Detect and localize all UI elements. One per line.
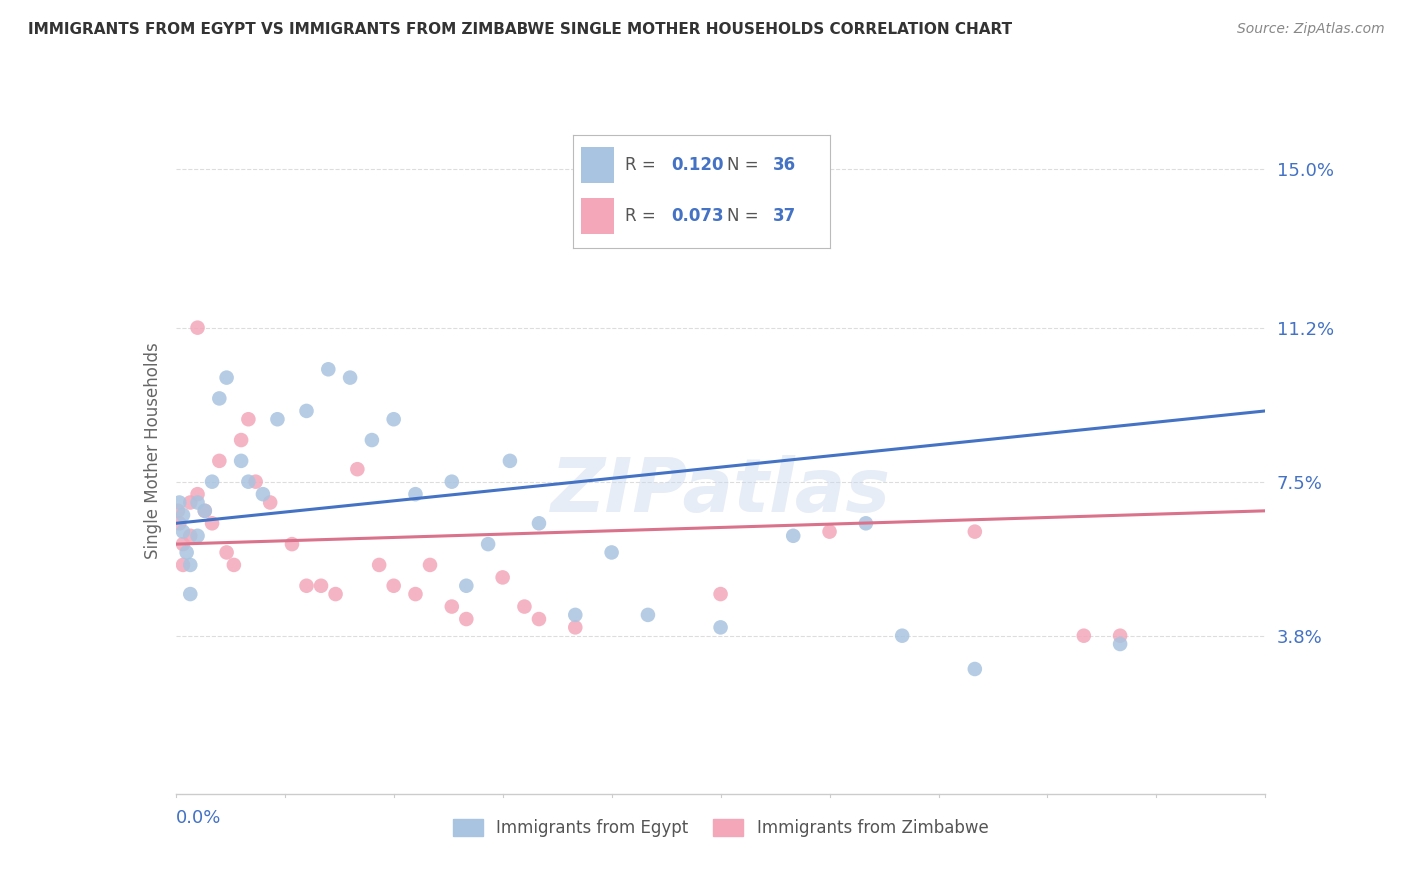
Point — [818, 524, 841, 539]
Point — [382, 412, 405, 426]
Point — [179, 587, 201, 601]
Point — [172, 537, 194, 551]
Point — [222, 558, 245, 572]
Point — [281, 537, 304, 551]
Point — [172, 508, 194, 522]
Point — [782, 529, 804, 543]
Point — [963, 662, 986, 676]
Text: IMMIGRANTS FROM EGYPT VS IMMIGRANTS FROM ZIMBABWE SINGLE MOTHER HOUSEHOLDS CORRE: IMMIGRANTS FROM EGYPT VS IMMIGRANTS FROM… — [28, 22, 1012, 37]
Point — [477, 537, 499, 551]
Point — [186, 487, 209, 501]
Point — [564, 620, 586, 634]
Y-axis label: Single Mother Households: Single Mother Households — [143, 343, 162, 558]
Point — [855, 516, 877, 531]
Point — [238, 412, 260, 426]
Point — [499, 454, 522, 468]
Point — [405, 587, 427, 601]
Point — [172, 524, 194, 539]
Point — [1073, 629, 1095, 643]
Point — [339, 370, 361, 384]
Point — [208, 454, 231, 468]
Point — [215, 545, 238, 559]
Point — [564, 607, 586, 622]
Point — [167, 504, 190, 518]
Point — [252, 487, 274, 501]
Point — [259, 495, 281, 509]
Point — [194, 504, 217, 518]
Point — [405, 487, 427, 501]
Point — [440, 475, 463, 489]
Point — [1109, 629, 1132, 643]
Point — [710, 587, 733, 601]
Point — [963, 524, 986, 539]
Point — [318, 362, 340, 376]
Point — [186, 495, 209, 509]
Point — [309, 579, 332, 593]
Point — [186, 529, 209, 543]
Point — [492, 570, 515, 584]
Point — [513, 599, 536, 614]
Point — [179, 529, 201, 543]
Point — [440, 599, 463, 614]
Point — [295, 579, 318, 593]
Point — [527, 612, 550, 626]
Point — [419, 558, 441, 572]
Point — [368, 558, 391, 572]
Point — [456, 579, 478, 593]
Point — [201, 475, 224, 489]
Point — [1109, 637, 1132, 651]
Text: Source: ZipAtlas.com: Source: ZipAtlas.com — [1237, 22, 1385, 37]
Legend: Immigrants from Egypt, Immigrants from Zimbabwe: Immigrants from Egypt, Immigrants from Z… — [446, 813, 995, 844]
Point — [527, 516, 550, 531]
Point — [710, 620, 733, 634]
Text: 0.0%: 0.0% — [176, 809, 221, 827]
Point — [891, 629, 914, 643]
Point — [266, 412, 288, 426]
Point — [238, 475, 260, 489]
Point — [245, 475, 267, 489]
Point — [201, 516, 224, 531]
Point — [346, 462, 368, 476]
Point — [172, 558, 194, 572]
Point — [179, 495, 201, 509]
Point — [360, 433, 382, 447]
Point — [215, 370, 238, 384]
Point — [600, 545, 623, 559]
Point — [231, 454, 253, 468]
Point — [231, 433, 253, 447]
Point — [169, 516, 191, 531]
Point — [186, 320, 209, 334]
Point — [456, 612, 478, 626]
Point — [295, 404, 318, 418]
Point — [194, 504, 217, 518]
Point — [176, 545, 198, 559]
Point — [208, 392, 231, 406]
Point — [179, 558, 201, 572]
Text: ZIPatlas: ZIPatlas — [551, 455, 890, 528]
Point — [169, 495, 191, 509]
Point — [382, 579, 405, 593]
Point — [637, 607, 659, 622]
Point — [325, 587, 347, 601]
